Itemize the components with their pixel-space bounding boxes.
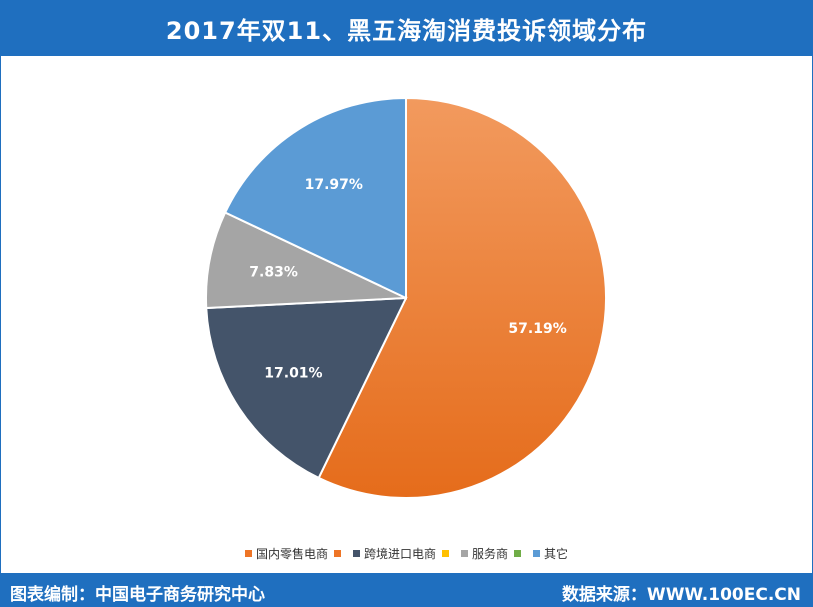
chart-title: 2017年双11、黑五海淘消费投诉领域分布 [0,0,813,56]
footer-source: 数据来源：WWW.100EC.CN [561,585,801,605]
data-label-other: 17.97% [305,177,363,193]
legend-item-service-provider: 服务商 [461,545,522,562]
legend-swatch [244,549,252,557]
legend-extra-swatch [514,549,522,557]
legend-label: 跨境进口电商 [363,546,436,561]
legend-item-domestic-retail: 国内零售电商 [244,545,341,562]
legend-swatch [533,549,541,557]
legend-swatch [461,549,468,557]
legend-item-other: 其它 [533,545,568,562]
pie-slice-domestic-retail [317,96,607,499]
legend-extra-swatch [333,549,341,557]
footer-credit: 图表编制：中国电子商务研究中心 [10,585,265,605]
legend-swatch [352,549,360,557]
data-label-cross-border: 17.01% [264,366,322,382]
legend-label: 其它 [544,546,569,561]
pie-slice-service-provider [205,211,407,310]
legend-extra-swatch [442,549,449,557]
legend-label: 服务商 [472,546,509,561]
pie-chart: 57.19% 17.01% 7.83% 17.97% [205,96,607,499]
pie-slice-cross-border [205,296,408,480]
data-label-domestic-retail: 57.19% [508,321,566,337]
data-label-service-provider: 7.83% [249,265,298,281]
chart-legend: 国内零售电商 跨境进口电商 服务商 其它 [0,543,813,563]
pie-slice-other [223,96,407,300]
legend-item-cross-border: 跨境进口电商 [352,545,449,562]
legend-label: 国内零售电商 [255,546,328,561]
footer-bar: 图表编制：中国电子商务研究中心 数据来源：WWW.100EC.CN [0,573,813,607]
